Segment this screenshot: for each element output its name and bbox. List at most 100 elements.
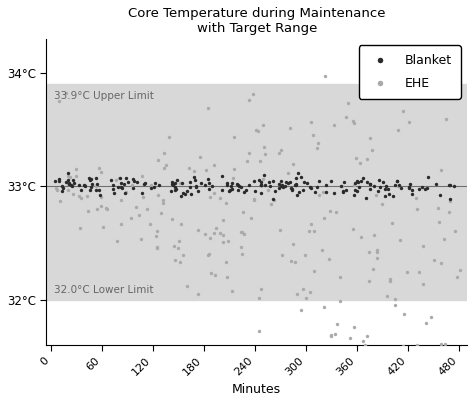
Point <box>240 209 247 215</box>
Point <box>438 341 445 347</box>
Point <box>313 184 320 191</box>
Point <box>242 187 250 194</box>
Point <box>284 180 292 186</box>
Point <box>247 215 255 221</box>
Point <box>292 181 300 187</box>
Point <box>117 220 125 227</box>
Bar <box>46 84 467 300</box>
Point <box>207 235 214 241</box>
Point <box>382 193 389 199</box>
Point <box>223 180 231 186</box>
Point <box>176 259 184 266</box>
Point <box>240 231 248 237</box>
Point <box>206 194 214 201</box>
Point <box>430 257 438 263</box>
Point <box>394 127 402 133</box>
Point <box>202 166 210 173</box>
Point <box>277 183 284 189</box>
Point <box>64 177 72 184</box>
Point <box>371 232 378 239</box>
Point <box>93 187 100 193</box>
Point <box>408 187 415 194</box>
Point <box>92 183 100 190</box>
Point <box>363 156 371 162</box>
Point <box>222 259 229 265</box>
Point <box>286 179 294 185</box>
Point <box>353 188 361 194</box>
Point <box>373 247 381 253</box>
Point <box>130 176 137 182</box>
Point <box>400 311 408 318</box>
Point <box>190 174 197 180</box>
Point <box>168 179 176 186</box>
Point <box>68 183 76 190</box>
Point <box>97 194 105 201</box>
Point <box>254 128 262 134</box>
Point <box>110 190 118 196</box>
Point <box>160 150 168 156</box>
Point <box>93 181 101 187</box>
Point <box>392 181 399 188</box>
Point <box>367 181 374 187</box>
Point <box>84 208 91 214</box>
Point <box>191 177 199 183</box>
Point <box>223 273 230 280</box>
Point <box>370 27 378 34</box>
Point <box>311 189 319 195</box>
Point <box>362 194 370 201</box>
Point <box>237 184 245 190</box>
Point <box>209 183 216 189</box>
Point <box>204 175 211 182</box>
Point <box>426 44 433 50</box>
Point <box>179 252 187 258</box>
Point <box>62 178 69 185</box>
Point <box>392 44 400 51</box>
Point <box>139 194 147 200</box>
Point <box>364 333 371 339</box>
Point <box>257 179 265 185</box>
Point <box>323 188 330 195</box>
Point <box>238 251 246 257</box>
Point <box>358 178 365 185</box>
Title: Core Temperature during Maintenance
with Target Range: Core Temperature during Maintenance with… <box>128 7 385 35</box>
Point <box>168 187 175 194</box>
Point <box>407 399 415 403</box>
Point <box>116 175 124 181</box>
Point <box>117 197 125 204</box>
Point <box>132 204 140 210</box>
Point <box>64 170 72 176</box>
Point <box>379 179 386 185</box>
Point <box>421 186 429 193</box>
Point <box>55 98 63 104</box>
Point <box>67 182 74 189</box>
Point <box>258 286 265 292</box>
Point <box>219 173 226 179</box>
Point <box>350 324 357 330</box>
Point <box>205 251 213 257</box>
Point <box>399 108 407 114</box>
Point <box>96 187 103 193</box>
Point <box>328 332 335 339</box>
Point <box>228 186 236 192</box>
Point <box>261 182 268 188</box>
Point <box>328 331 335 338</box>
Point <box>301 252 309 259</box>
Point <box>99 224 107 231</box>
Point <box>250 197 258 203</box>
Point <box>291 259 299 265</box>
Point <box>261 151 268 157</box>
Point <box>171 180 179 186</box>
Point <box>277 147 284 154</box>
Point <box>339 388 346 395</box>
Point <box>351 180 359 187</box>
Point <box>446 197 454 204</box>
Point <box>243 158 251 164</box>
Point <box>320 215 328 221</box>
Point <box>322 73 329 79</box>
Point <box>356 160 364 166</box>
Point <box>397 185 404 191</box>
Point <box>62 90 70 97</box>
Point <box>53 186 61 193</box>
Point <box>75 182 83 189</box>
Point <box>210 230 218 237</box>
